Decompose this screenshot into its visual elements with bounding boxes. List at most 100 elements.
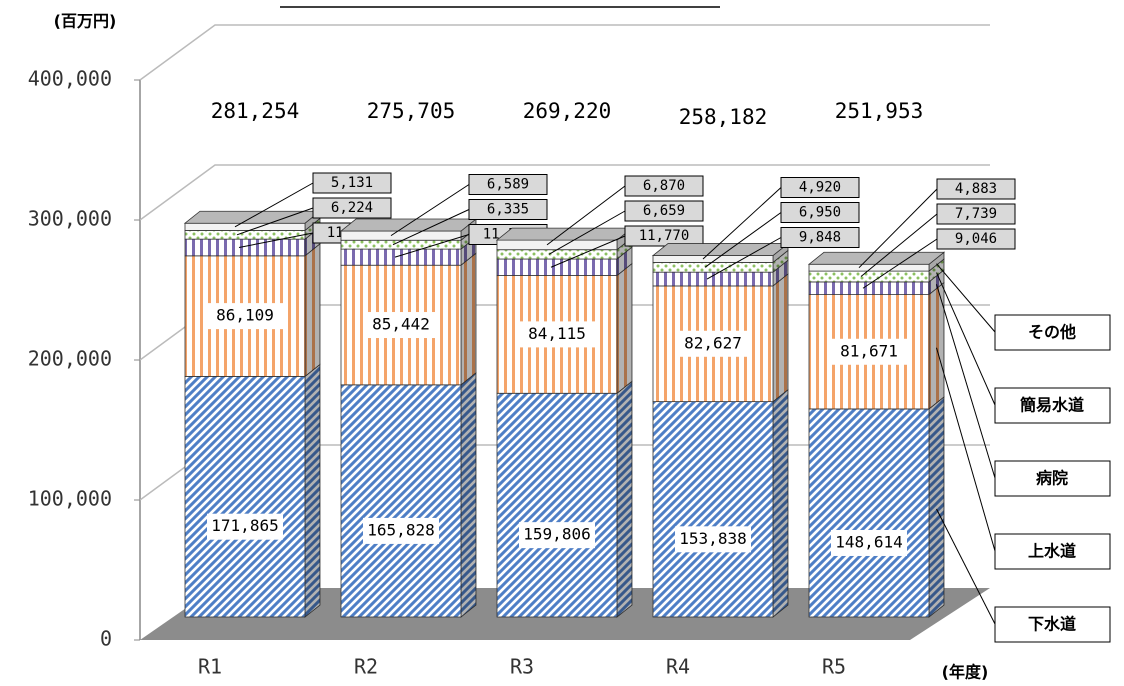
y-tick-label: 400,000 — [28, 67, 112, 91]
value-label-box — [936, 228, 1016, 250]
total-label: 281,254 — [211, 99, 300, 123]
bar-side-shade — [773, 260, 788, 286]
legend-leader — [936, 272, 996, 406]
value-label-bg — [363, 517, 439, 544]
bar-side-shade — [617, 263, 632, 394]
value-label: 6,589 — [487, 177, 529, 193]
bar-segment — [184, 375, 306, 618]
value-label-bg — [363, 312, 439, 339]
value-label-bg — [207, 303, 283, 330]
value-label-box — [624, 225, 704, 247]
legend-leader — [936, 508, 996, 625]
value-label: 82,627 — [684, 333, 742, 352]
value-label-box — [780, 177, 860, 198]
bar-segment — [808, 408, 930, 618]
bar-segment — [340, 384, 462, 618]
value-label: 9,046 — [955, 231, 997, 247]
bar-side-shade — [929, 259, 944, 282]
legend-label: 簡易水道 — [1019, 396, 1084, 415]
bar-segment — [652, 271, 774, 287]
y-tick-label: 300,000 — [28, 207, 112, 231]
bar-side-shade — [929, 252, 944, 272]
value-label-box — [936, 203, 1016, 225]
value-label-box — [312, 172, 392, 194]
bar-segment — [808, 270, 930, 283]
total-label: 258,182 — [679, 105, 768, 129]
leader-line — [236, 207, 314, 236]
value-label-box — [936, 178, 1016, 200]
legend-leader — [936, 347, 996, 552]
value-label: 86,109 — [216, 306, 274, 325]
bar-side-shade — [929, 282, 944, 409]
legend-label: その他 — [1028, 323, 1076, 342]
legend-label: 病院 — [1036, 469, 1068, 488]
value-label-bg — [207, 513, 283, 540]
leader-line — [704, 212, 782, 268]
bar-side-shade — [773, 389, 788, 617]
x-tick-label: R2 — [354, 655, 378, 679]
x-tick-label: R5 — [822, 655, 846, 679]
value-label: 159,806 — [523, 525, 590, 544]
bar-segment — [496, 258, 618, 276]
value-label: 165,828 — [367, 520, 434, 539]
value-label: 6,950 — [799, 205, 841, 221]
bar-segment — [496, 392, 618, 618]
legend-box — [994, 314, 1111, 351]
bar-segment — [184, 238, 306, 257]
y-tick-label: 200,000 — [28, 347, 112, 371]
leader-line — [860, 213, 938, 277]
bar-top — [495, 227, 634, 241]
bar-side-shade — [461, 253, 476, 385]
value-label: 7,739 — [955, 206, 997, 222]
bar-segment — [340, 230, 462, 241]
grid-line — [139, 164, 990, 221]
value-label-box — [780, 202, 860, 223]
value-label: 85,442 — [372, 315, 430, 334]
bar-top — [807, 251, 946, 265]
bar-side-shade — [461, 372, 476, 617]
leader-line — [548, 210, 626, 255]
value-label-box — [624, 200, 704, 222]
bar-segment — [652, 401, 774, 618]
total-label: 275,705 — [367, 99, 456, 123]
value-label: 153,838 — [679, 529, 746, 548]
legend-box — [994, 460, 1111, 497]
leader-line — [238, 232, 314, 248]
bar-segment — [184, 222, 306, 231]
bar-side-shade — [617, 247, 632, 276]
value-label: 4,920 — [799, 180, 841, 196]
bar-side-shade — [305, 364, 320, 617]
legend-box — [994, 533, 1111, 570]
bar-side-shade — [773, 243, 788, 263]
bar-side-shade — [929, 396, 944, 617]
y-tick-label: 100,000 — [28, 487, 112, 511]
bar-top — [339, 218, 478, 232]
value-label-box — [312, 197, 392, 219]
y-axis-label: (百万円) — [54, 12, 117, 31]
value-label: 171,865 — [211, 516, 278, 535]
leader-line — [546, 185, 626, 246]
bar-segment — [652, 262, 774, 273]
value-label-bg — [675, 330, 751, 357]
leader-line — [390, 184, 470, 237]
value-label-box — [624, 175, 704, 197]
leader-line — [234, 182, 314, 228]
leader-line — [702, 187, 782, 260]
value-label: 4,883 — [955, 181, 997, 197]
bar-side-shade — [773, 250, 788, 273]
leader-line — [392, 209, 470, 246]
leader-line — [394, 234, 470, 258]
total-label: 269,220 — [523, 99, 612, 123]
value-label-box — [780, 227, 860, 248]
value-label-box — [468, 199, 548, 220]
value-label-bg — [519, 522, 595, 549]
value-label: 6,870 — [643, 178, 685, 194]
leader-line — [706, 237, 782, 280]
y-tick-label: 0 — [100, 627, 112, 651]
grid-line — [139, 24, 990, 81]
value-label-box — [468, 174, 548, 195]
value-label: 11,770 — [639, 228, 690, 244]
x-tick-label: R4 — [666, 655, 690, 679]
x-axis-label: (年度) — [942, 663, 989, 682]
